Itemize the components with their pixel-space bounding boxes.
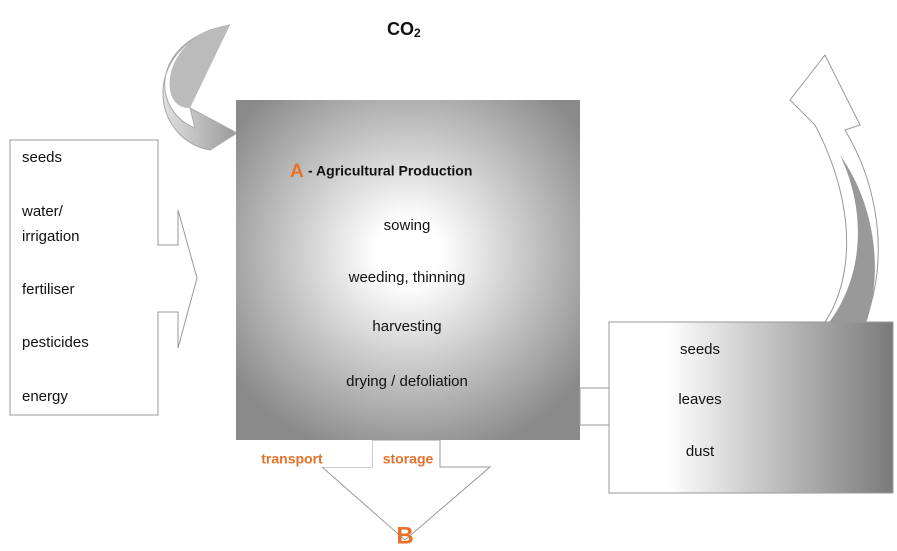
- input-item: seeds: [22, 149, 62, 166]
- input-item: irrigation: [22, 228, 80, 245]
- bottom-band: [236, 440, 372, 467]
- process-title: - Agricultural Production: [308, 163, 472, 179]
- storage-label: storage: [383, 451, 434, 467]
- output-item: dust: [686, 443, 715, 460]
- process-box: [236, 100, 580, 440]
- cycle-arrow-left-shade: [169, 25, 230, 109]
- process-step: drying / defoliation: [346, 373, 468, 390]
- output-item: leaves: [678, 391, 721, 408]
- process-step: harvesting: [372, 318, 441, 335]
- b-label: B: [396, 522, 413, 549]
- output-item: seeds: [680, 341, 720, 358]
- input-item: water/: [21, 203, 64, 220]
- input-item: energy: [22, 388, 68, 405]
- process-step: weeding, thinning: [348, 269, 466, 286]
- input-box: [9, 139, 198, 416]
- process-letter: A: [290, 161, 304, 182]
- transport-label: transport: [261, 451, 323, 467]
- process-step: sowing: [384, 217, 431, 234]
- input-item: pesticides: [22, 334, 89, 351]
- co2-label: CO2: [387, 19, 421, 40]
- output-box: [608, 321, 894, 494]
- input-item: fertiliser: [22, 281, 75, 298]
